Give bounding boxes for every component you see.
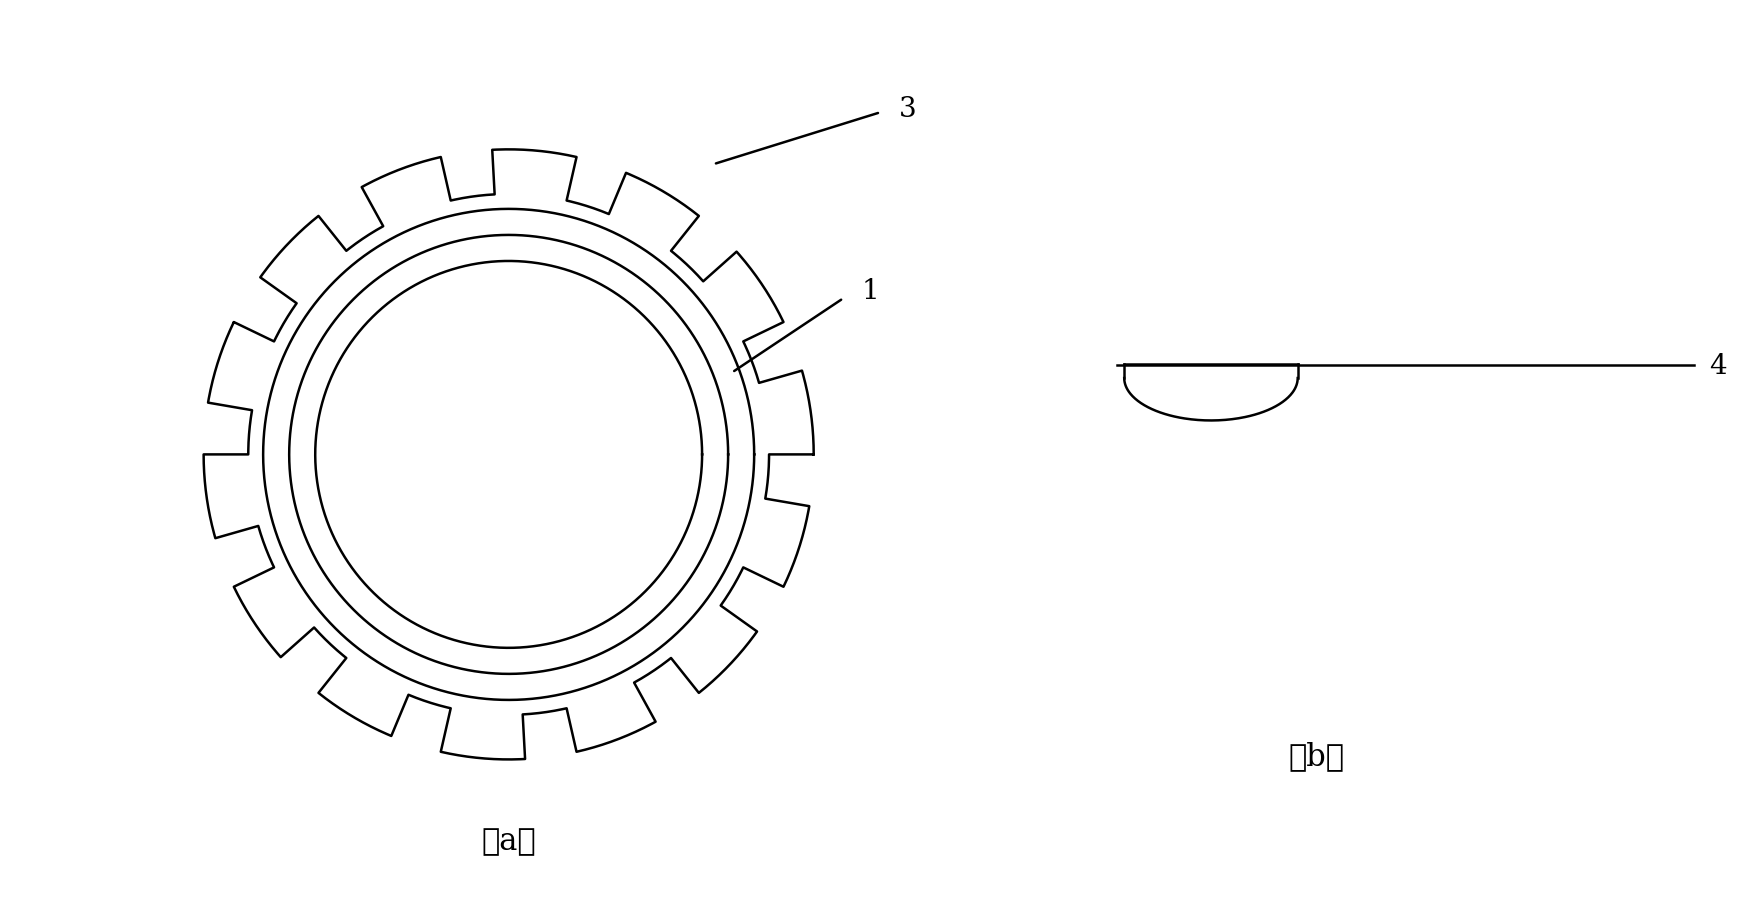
Text: （b）: （b） bbox=[1289, 741, 1345, 771]
Text: 3: 3 bbox=[900, 96, 917, 123]
Text: （a）: （a） bbox=[481, 825, 537, 857]
Text: 1: 1 bbox=[861, 278, 881, 305]
Text: 4: 4 bbox=[1708, 353, 1726, 380]
